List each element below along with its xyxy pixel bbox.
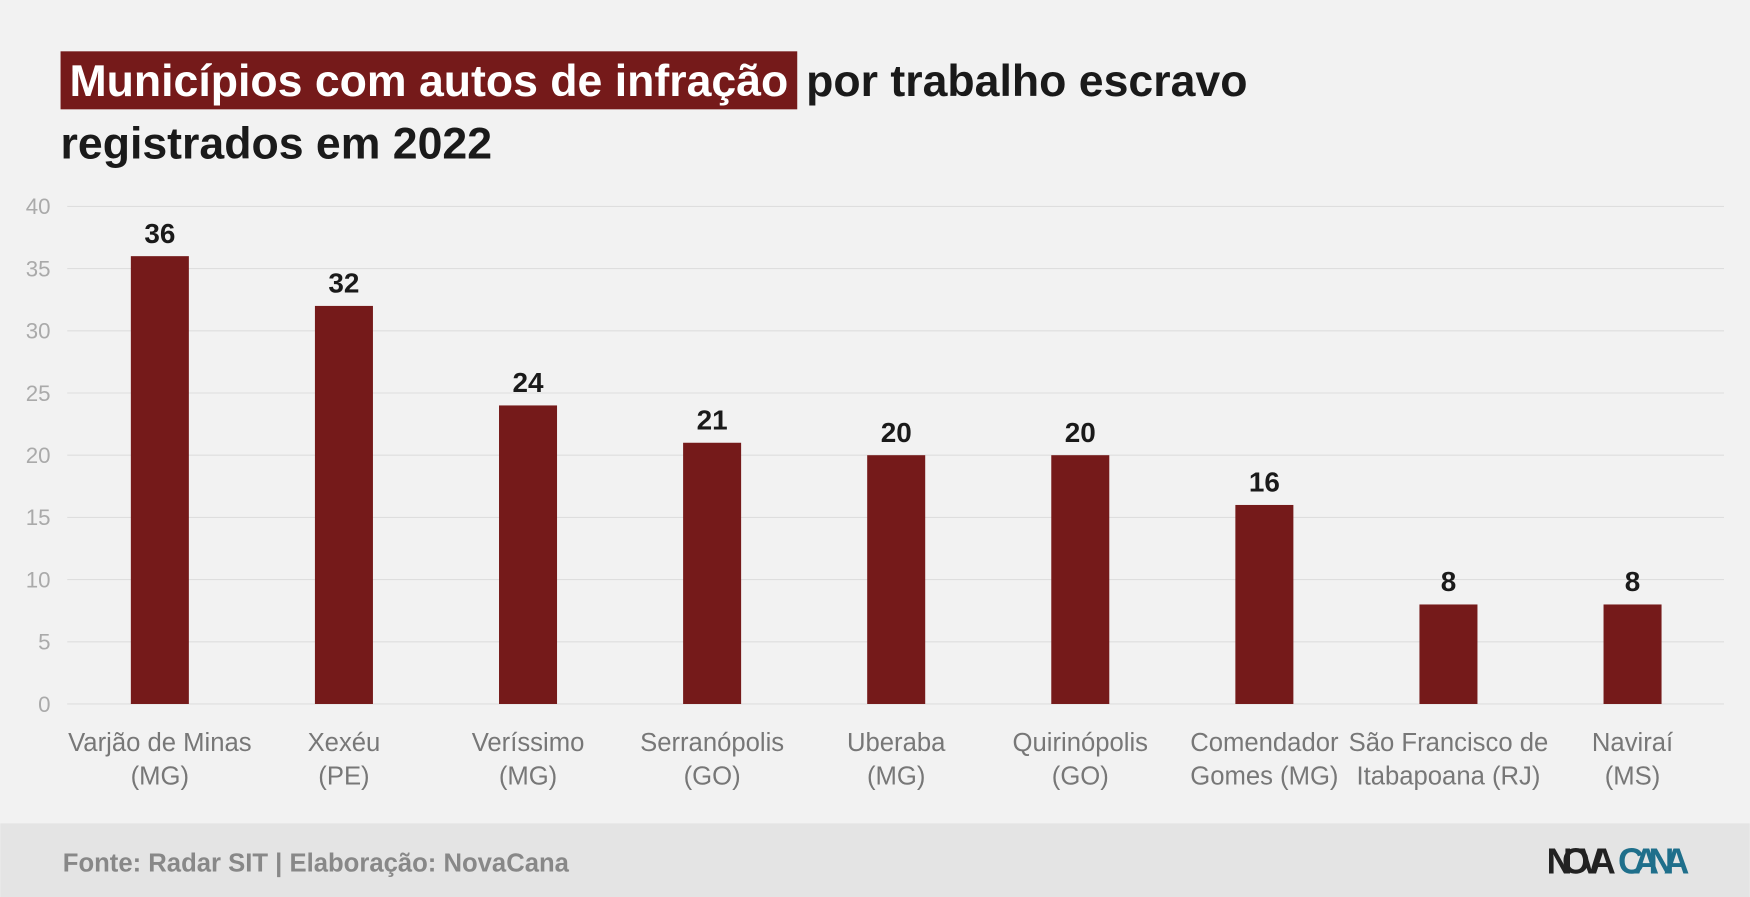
value-label: 20 xyxy=(881,417,912,448)
source: Fonte: Radar SIT | Elaboração: NovaCana xyxy=(63,849,570,877)
x-tick-label: Uberaba (MG) xyxy=(847,729,946,790)
bar xyxy=(1235,504,1294,704)
y-tick-label: 15 xyxy=(26,505,51,530)
x-tick-label: Naviraí (MS) xyxy=(1592,729,1673,790)
logo: CANA xyxy=(1618,842,1689,882)
bar xyxy=(314,305,373,704)
y-tick-label: 10 xyxy=(26,567,51,592)
value-label: 36 xyxy=(144,218,175,249)
value-label: 8 xyxy=(1441,566,1457,597)
y-tick-label: 40 xyxy=(26,194,51,219)
chart-title: registrados em 2022 xyxy=(61,119,492,168)
footer xyxy=(0,823,1750,897)
y-tick-label: 25 xyxy=(26,381,51,406)
title-highlight xyxy=(60,51,798,110)
value-label: 8 xyxy=(1625,566,1641,597)
value-label: 20 xyxy=(1065,417,1096,448)
y-tick-label: 0 xyxy=(38,692,50,717)
bar xyxy=(130,256,189,704)
chart-title: por trabalho escravo xyxy=(806,57,1247,106)
y-tick-label: 20 xyxy=(26,443,51,468)
x-tick-label: Comendador Gomes (MG) xyxy=(1190,729,1339,790)
bar xyxy=(683,442,742,704)
bar xyxy=(1603,604,1662,704)
x-tick-label: Varjão de Minas (MG) xyxy=(68,729,252,790)
value-label: 21 xyxy=(697,404,728,435)
value-label: 24 xyxy=(513,367,545,398)
y-tick-label: 5 xyxy=(38,630,50,655)
value-label: 32 xyxy=(328,268,359,299)
x-tick-label: Xexéu (PE) xyxy=(308,729,381,790)
y-tick-label: 30 xyxy=(26,319,51,344)
x-tick-label: Serranópolis (GO) xyxy=(640,729,784,790)
logo: NOVA xyxy=(1547,842,1616,882)
value-label: 16 xyxy=(1249,467,1280,498)
x-tick-label: São Francisco de Itabapoana (RJ) xyxy=(1349,729,1549,790)
bar xyxy=(1419,604,1478,704)
x-tick-label: Veríssimo (MG) xyxy=(472,729,585,790)
y-tick-label: 35 xyxy=(26,256,51,281)
bar xyxy=(499,405,558,704)
chart-title: Municípios com autos de infração xyxy=(69,57,788,106)
bar xyxy=(867,455,926,704)
x-tick-label: Quirinópolis (GO) xyxy=(1013,729,1148,790)
bar xyxy=(1051,455,1110,704)
